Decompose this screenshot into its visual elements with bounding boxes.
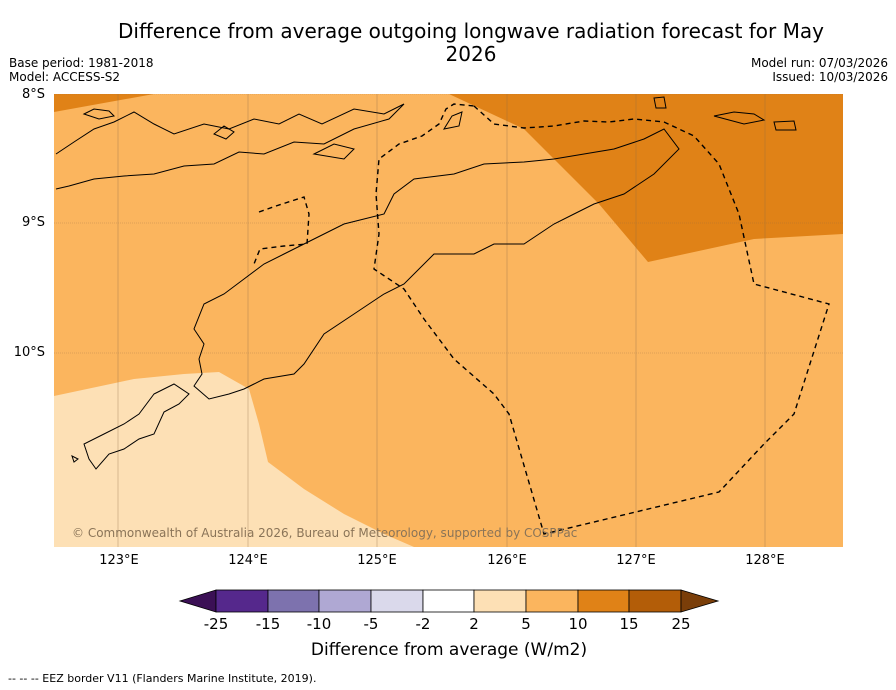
metadata-right: Model run: 07/03/2026 Issued: 10/03/2026 [751, 56, 888, 84]
eez-legend-footer: -- -- -- EEZ border V11 (Flanders Marine… [8, 672, 317, 685]
base-period: Base period: 1981-2018 [9, 56, 154, 70]
model-name: Model: ACCESS-S2 [9, 70, 121, 84]
colorbar-segment-6 [473, 589, 527, 613]
region-band-10-15-northeast [449, 94, 843, 262]
colorbar-tick-label: 10 [568, 615, 588, 633]
colorbar-segment-8 [577, 589, 630, 613]
lon-label-128e: 128°E [745, 553, 785, 568]
issued-date: Issued: 10/03/2026 [772, 70, 888, 84]
colorbar [178, 589, 720, 613]
colorbar-tick-label: 15 [619, 615, 639, 633]
colorbar-tick-label: -10 [306, 615, 332, 633]
coastlines [55, 96, 797, 470]
region-band-2-5 [54, 372, 414, 547]
colorbar-tick-label: -15 [255, 615, 281, 633]
graticule [54, 94, 843, 547]
colorbar-extend-low [178, 589, 217, 613]
colorbar-tick-label: 5 [521, 615, 531, 633]
lat-label-9s: 9°S [21, 215, 45, 230]
colorbar-tick-label: 25 [671, 615, 691, 633]
copyright-notice: © Commonwealth of Australia 2026, Bureau… [72, 526, 578, 540]
colorbar-segment-5 [422, 589, 475, 613]
colorbar-segment-7 [525, 589, 579, 613]
eez-border-west [253, 196, 310, 265]
region-band-10-15-northwest [54, 94, 154, 112]
lat-label-8s: 8°S [21, 87, 45, 102]
colorbar-tick-label: -5 [363, 615, 379, 633]
lon-label-127e: 127°E [616, 553, 656, 568]
colorbar-segment-3 [318, 589, 372, 613]
map-title: Difference from average outgoing longwav… [118, 19, 824, 66]
colorbar-segment-4 [370, 589, 424, 613]
eez-border-east [373, 103, 830, 535]
colorbar-extend-high [680, 589, 720, 613]
colorbar-segment-2 [267, 589, 320, 613]
lon-label-124e: 124°E [228, 553, 268, 568]
model-run: Model run: 07/03/2026 [750, 56, 888, 70]
lat-label-10s: 10°S [13, 345, 45, 360]
lon-label-125e: 125°E [357, 553, 397, 568]
map-panel [54, 94, 843, 547]
colorbar-tick-label: -25 [203, 615, 229, 633]
colorbar-tick-label: 2 [469, 615, 479, 633]
lon-label-123e: 123°E [99, 553, 139, 568]
colorbar-title: Difference from average (W/m2) [310, 640, 588, 660]
lon-label-126e: 126°E [487, 553, 527, 568]
colorbar-segment-9 [628, 589, 682, 613]
colorbar-tick-label: -2 [415, 615, 431, 633]
colorbar-segment-1 [215, 589, 269, 613]
metadata-left: Base period: 1981-2018 Model: ACCESS-S2 [9, 56, 154, 84]
